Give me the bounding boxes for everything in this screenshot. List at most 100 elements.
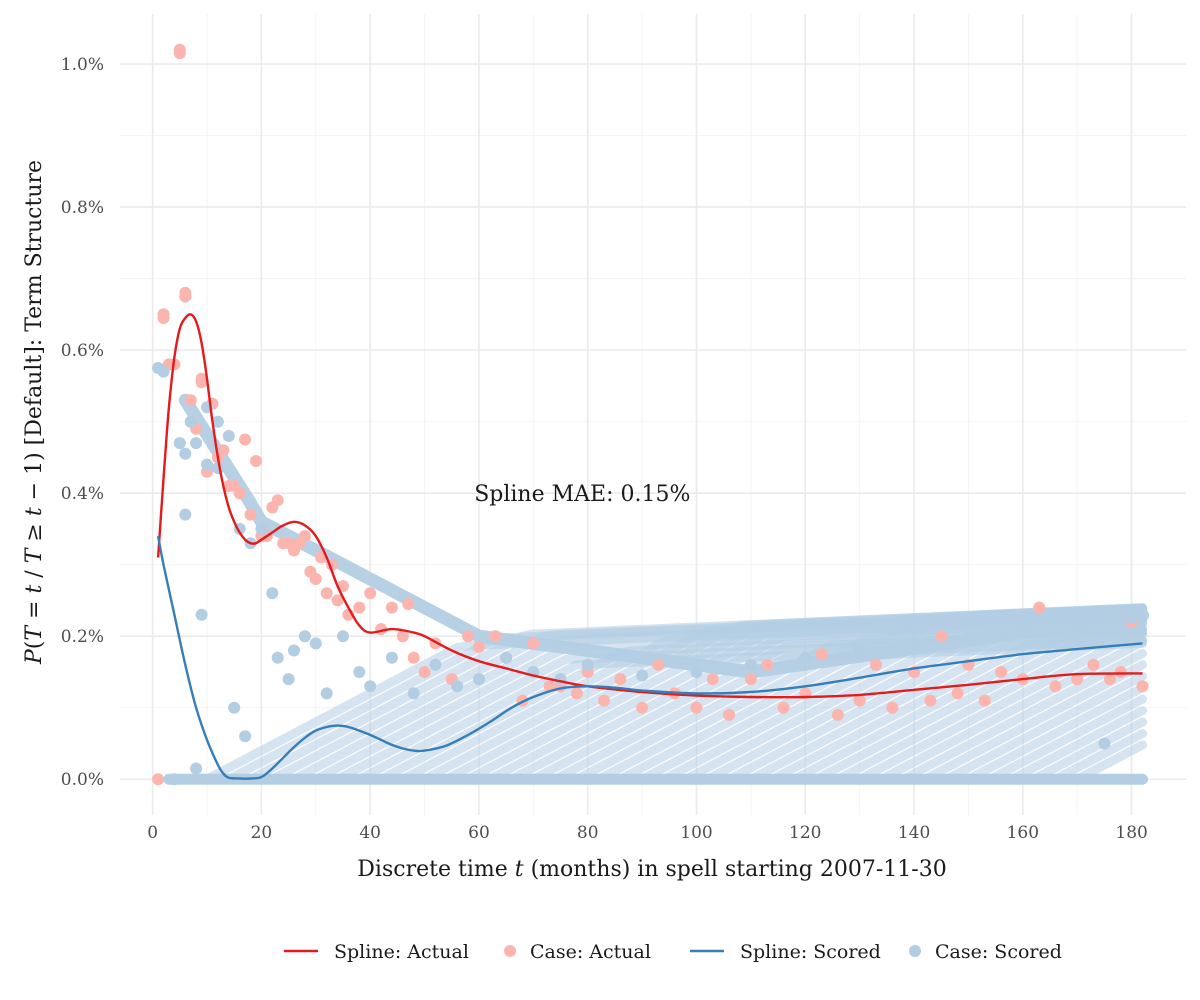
scored-case-curve <box>920 660 1147 784</box>
case-actual-point <box>271 494 284 507</box>
x-tick-label: 80 <box>577 823 599 843</box>
case-actual-point <box>1114 666 1127 678</box>
y-tick-label: 0.0% <box>61 770 104 790</box>
case-actual-point <box>1136 680 1149 693</box>
case-scored-point <box>353 666 366 678</box>
y-tick-label: 1.0% <box>61 55 104 75</box>
case-actual-point <box>1071 673 1084 686</box>
case-scored-point <box>407 687 420 700</box>
scored-case-curve <box>1029 717 1147 784</box>
legend-label: Case: Scored <box>935 941 1062 963</box>
case-actual-point <box>418 666 431 678</box>
case-actual-point <box>636 701 649 714</box>
y-axis-title: P(T = t / T ≥ t − 1) [Default]: Term Str… <box>22 160 47 665</box>
case-actual-point <box>723 708 736 721</box>
x-axis-title-part: Discrete time <box>357 857 514 882</box>
x-tick-label: 40 <box>359 823 381 843</box>
legend-label: Spline: Actual <box>334 941 469 963</box>
case-scored-point <box>173 437 186 450</box>
case-actual-point <box>815 648 828 661</box>
case-actual-point <box>853 694 866 707</box>
case-actual-point <box>233 487 246 500</box>
case-scored-point <box>908 637 921 650</box>
case-scored-point <box>271 651 284 664</box>
case-scored-point <box>364 680 377 693</box>
y-axis-title-part: t <box>22 507 47 516</box>
y-axis-title-part: t <box>22 585 47 594</box>
y-axis-title-part: ) <box>22 452 47 461</box>
case-actual-point <box>489 630 502 643</box>
case-scored-point <box>636 669 649 682</box>
scored-case-curve <box>942 671 1147 784</box>
case-actual-point <box>320 587 333 600</box>
y-axis-title-part: T <box>22 546 47 563</box>
axes: 0 20 40 60 80 100 120 140 160 180 0.0% 0.2% 0.4% 0.6%… <box>61 55 1148 843</box>
x-tick-label: 140 <box>898 823 930 843</box>
legend-label: Case: Actual <box>530 941 651 963</box>
case-actual-point <box>598 694 611 707</box>
scored-case-envelope <box>178 393 1149 679</box>
case-actual-point <box>761 658 774 671</box>
case-scored-point <box>690 666 703 678</box>
x-tick-label: 120 <box>789 823 821 843</box>
case-scored-point <box>190 437 203 450</box>
case-actual-point <box>184 394 197 407</box>
y-tick-label: 0.4% <box>61 484 104 504</box>
case-actual-point <box>744 673 757 686</box>
case-scored-point <box>282 673 295 686</box>
case-actual-point <box>777 701 790 714</box>
y-axis-title-part: − 1 <box>22 461 47 507</box>
x-tick-label: 100 <box>680 823 712 843</box>
case-scored-point <box>211 415 224 428</box>
case-scored-point <box>190 762 203 775</box>
case-scored-point <box>309 637 322 650</box>
x-tick-label: 60 <box>468 823 490 843</box>
case-scored-point <box>239 730 252 743</box>
case-actual-point <box>690 701 703 714</box>
case-scored-point <box>195 608 208 621</box>
case-actual-point <box>364 587 377 600</box>
case-actual-point <box>1033 601 1046 614</box>
x-tick-label: 0 <box>147 823 158 843</box>
case-actual-point <box>250 455 262 467</box>
case-actual-point <box>179 290 192 303</box>
scored-case-curve <box>963 683 1147 784</box>
case-actual-point <box>462 630 475 643</box>
y-axis-title-part: = <box>22 594 47 626</box>
scored-case-curve <box>1051 729 1147 784</box>
y-tick-label: 0.8% <box>61 198 104 218</box>
case-scored-point <box>1125 612 1138 625</box>
case-actual-point <box>706 673 719 686</box>
legend: Spline: Actual Case: Actual Spline: Scored… <box>284 941 1062 963</box>
x-axis-title-part: (months) in spell starting 2007-11-30 <box>524 857 947 882</box>
legend-key-point <box>504 945 516 957</box>
case-actual-point <box>614 673 627 686</box>
scored-case-curve <box>811 610 1147 784</box>
case-actual-point <box>385 601 398 614</box>
case-actual-point <box>244 508 257 521</box>
legend-label: Spline: Scored <box>740 941 881 963</box>
case-scored-point <box>581 658 594 671</box>
legend-key-point <box>909 945 921 957</box>
case-actual-point <box>886 701 899 714</box>
case-actual-point <box>353 601 366 614</box>
y-axis-title-part: [Default]: Term Structure <box>22 160 47 452</box>
case-actual-point <box>407 651 420 664</box>
case-actual-point <box>173 47 186 60</box>
y-tick-label: 0.2% <box>61 627 104 647</box>
case-actual-point <box>570 687 583 700</box>
case-actual-point <box>935 630 948 643</box>
y-axis-title-part: ( <box>22 641 47 650</box>
case-scored-point <box>385 651 398 664</box>
spline-actual-line <box>156 313 1143 699</box>
case-scored-point <box>179 447 192 460</box>
case-scored-point <box>168 773 181 786</box>
case-actual-point <box>157 312 170 324</box>
case-scored-point <box>320 687 333 700</box>
case-actual-point <box>309 573 322 585</box>
y-axis-title-part: P <box>22 648 47 665</box>
case-scored-point <box>962 630 975 643</box>
case-scored-point <box>853 644 866 657</box>
case-scored-point <box>184 415 197 428</box>
